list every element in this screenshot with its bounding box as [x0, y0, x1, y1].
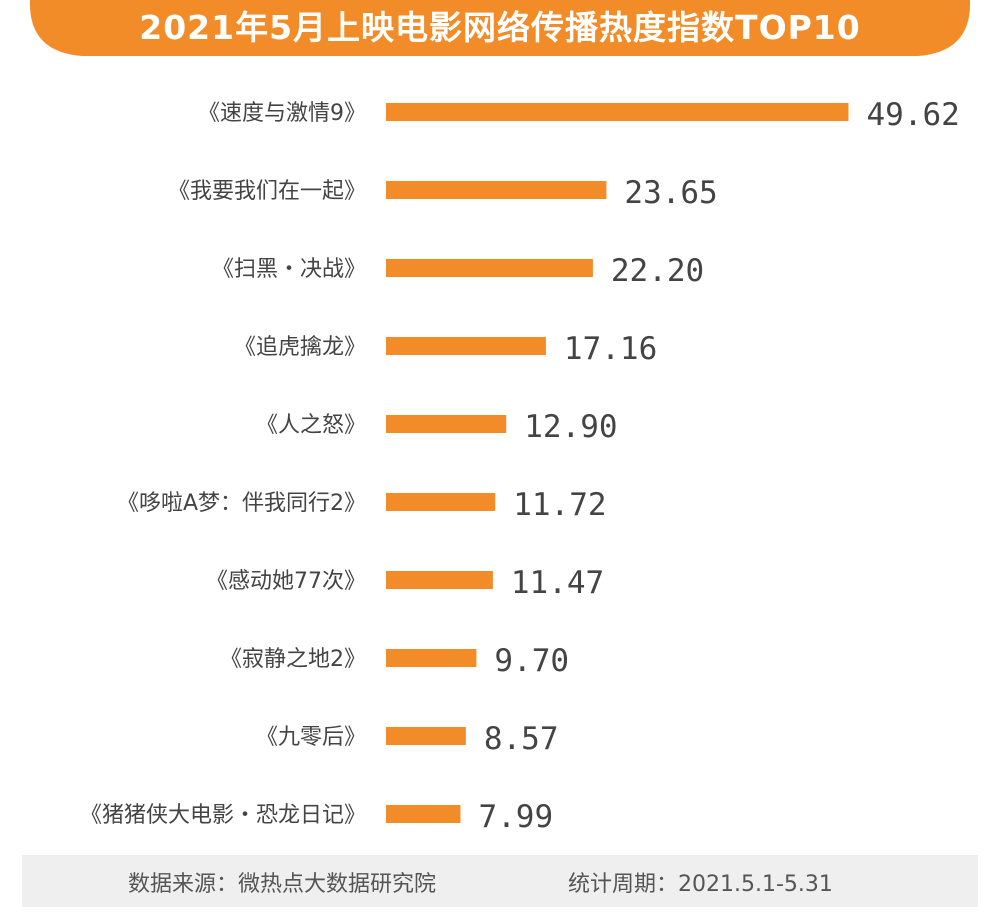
category-label: 《寂静之地2》	[220, 647, 366, 672]
category-label: 《九零后》	[256, 725, 366, 750]
value-label: 8.57	[484, 721, 559, 757]
bar	[386, 493, 496, 511]
category-label: 《感动她77次》	[206, 569, 366, 594]
chart-title: 2021年5月上映电影网络传播热度指数TOP10	[139, 8, 861, 47]
value-label: 7.99	[478, 799, 553, 835]
category-label: 《人之怒》	[256, 413, 366, 438]
bar-chart: 《速度与激情9》 49.62 《我要我们在一起》 23.65 《扫黑・决战》 22.20 《…	[80, 97, 960, 835]
value-label: 22.20	[611, 253, 704, 289]
title-banner: 2021年5月上映电影网络传播热度指数TOP10	[0, 0, 1000, 58]
value-label: 12.90	[524, 409, 617, 445]
value-label: 23.65	[624, 175, 717, 211]
value-label: 9.70	[494, 643, 569, 679]
value-label: 11.72	[513, 487, 606, 523]
bar	[386, 805, 461, 823]
bar	[386, 571, 493, 589]
category-label: 《我要我们在一起》	[168, 179, 366, 204]
bar	[386, 181, 607, 199]
value-label: 49.62	[866, 97, 959, 133]
category-label: 《速度与激情9》	[198, 101, 366, 126]
category-label: 《追虎擒龙》	[234, 335, 366, 360]
category-label: 《扫黑・决战》	[212, 257, 366, 282]
bar	[386, 103, 849, 121]
footer: 数据来源：微热点大数据研究院 统计周期：2021.5.1-5.31	[22, 855, 978, 907]
data-source-text: 数据来源：微热点大数据研究院	[128, 872, 437, 897]
bar	[386, 259, 593, 277]
bar	[386, 649, 477, 667]
bar	[386, 337, 546, 355]
category-label: 《哆啦A梦：伴我同行2》	[117, 491, 366, 516]
title-banner-shape	[29, 0, 971, 56]
value-label: 11.47	[511, 565, 604, 601]
bar	[386, 415, 507, 433]
category-label: 《猪猪侠大电影・恐龙日记》	[80, 803, 366, 828]
bar	[386, 727, 466, 745]
value-label: 17.16	[564, 331, 657, 367]
stat-period-text: 统计周期：2021.5.1-5.31	[568, 872, 833, 897]
